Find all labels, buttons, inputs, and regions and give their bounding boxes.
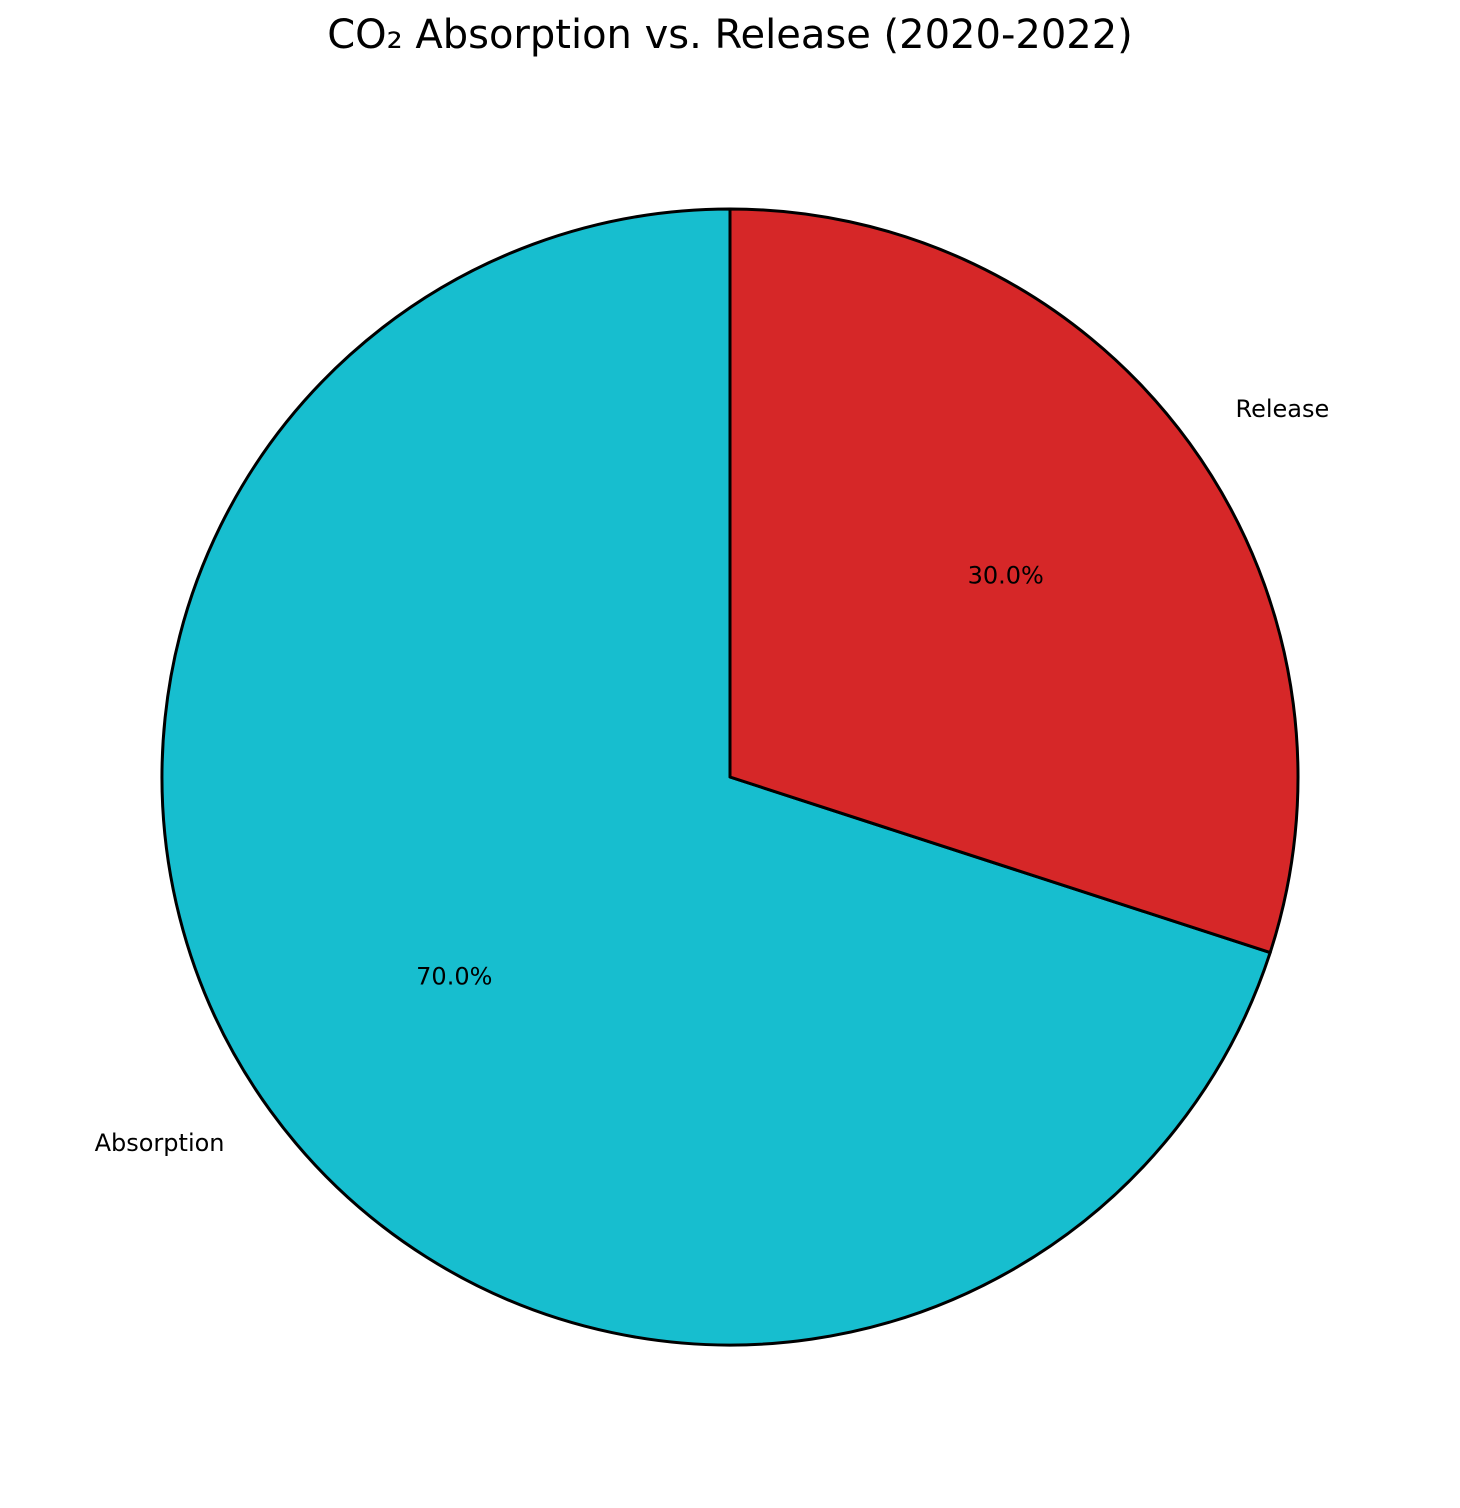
chart-title: CO₂ Absorption vs. Release (2020-2022): [327, 12, 1133, 58]
pie-slices: [160, 207, 1300, 1347]
category-label-absorption: Absorption: [95, 1129, 225, 1157]
percent-label-absorption: 70.0%: [416, 962, 492, 990]
percent-label-release: 30.0%: [968, 562, 1044, 590]
pie-slice-absorption: [160, 207, 1272, 1347]
pie-slice-release: [728, 207, 1300, 955]
category-label-release: Release: [1235, 395, 1329, 423]
pie-labels: Absorption 70.0% Release 30.0%: [95, 395, 1330, 1157]
